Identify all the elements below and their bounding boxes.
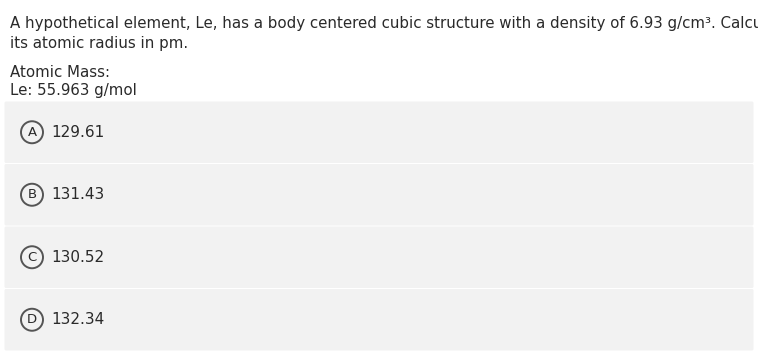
FancyBboxPatch shape bbox=[5, 164, 753, 225]
Text: A: A bbox=[27, 126, 36, 139]
FancyBboxPatch shape bbox=[5, 101, 753, 163]
Text: Atomic Mass:: Atomic Mass: bbox=[10, 65, 110, 80]
Text: Le: 55.963 g/mol: Le: 55.963 g/mol bbox=[10, 83, 137, 98]
Text: 132.34: 132.34 bbox=[51, 312, 105, 327]
FancyBboxPatch shape bbox=[5, 289, 753, 351]
Text: 130.52: 130.52 bbox=[51, 250, 104, 265]
Text: its atomic radius in pm.: its atomic radius in pm. bbox=[10, 36, 188, 51]
Text: D: D bbox=[27, 313, 37, 326]
Text: 131.43: 131.43 bbox=[51, 187, 105, 202]
Text: B: B bbox=[27, 188, 36, 201]
Text: C: C bbox=[27, 251, 36, 264]
Text: 129.61: 129.61 bbox=[51, 125, 105, 140]
Text: A hypothetical element, Le, has a body centered cubic structure with a density o: A hypothetical element, Le, has a body c… bbox=[10, 16, 758, 31]
FancyBboxPatch shape bbox=[5, 226, 753, 288]
